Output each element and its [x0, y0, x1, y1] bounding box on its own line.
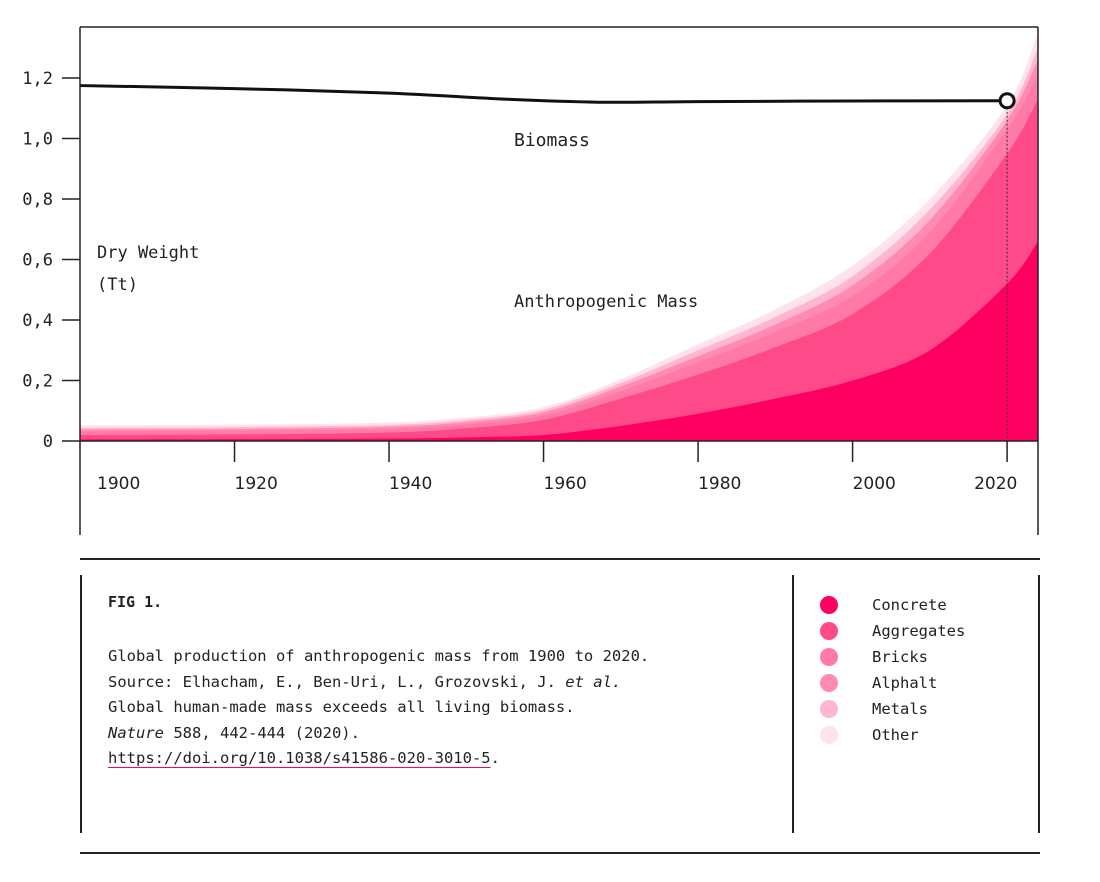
y-tick-label: 0,8 — [22, 190, 53, 210]
legend-label: Metals — [872, 700, 928, 718]
x-tick-label: 2000 — [853, 474, 896, 494]
legend-label: Bricks — [872, 648, 928, 666]
figure-number: FIG 1. — [108, 593, 163, 611]
area-concrete — [80, 241, 1038, 441]
legend-swatch — [820, 622, 838, 640]
caption-journal: Nature — [108, 723, 164, 742]
area-aggregates — [80, 99, 1038, 442]
legend-swatch — [820, 700, 838, 718]
caption-line: Source: Elhacham, E., Ben-Uri, L., Grozo… — [108, 670, 649, 696]
caption-period: . — [490, 749, 500, 767]
legend-item-metals: Metals — [820, 696, 965, 722]
caption-et-al: et al. — [565, 672, 622, 691]
y-axis-ticks: 0 0,2 0,4 0,6 0,8 1,0 1,2 — [22, 69, 80, 452]
x-axis-ticks: 1900 1920 1940 1960 1980 2000 2020 — [97, 441, 1017, 494]
legend-item-aggregates: Aggregates — [820, 618, 965, 644]
legend-item-alphalt: Alphalt — [820, 670, 965, 696]
legend-swatch — [820, 648, 838, 666]
x-tick-label: 2020 — [974, 474, 1017, 494]
y-tick-label: 0,4 — [22, 311, 53, 331]
y-tick-label: 1,0 — [22, 130, 53, 150]
legend-item-other: Other — [820, 722, 965, 748]
divider-bottom — [80, 852, 1040, 854]
caption-line: https://doi.org/10.1038/s41586-020-3010-… — [108, 746, 649, 772]
x-tick-label: 1940 — [389, 474, 432, 494]
x-tick-label: 1920 — [235, 474, 278, 494]
ylabel-line2: (Tt) — [97, 275, 138, 295]
chart: 0 0,2 0,4 0,6 0,8 1,0 1,2 1900 1920 1940 1960 1980… — [22, 26, 1039, 535]
caption-line: Nature 588, 442-444 (2020). — [108, 721, 649, 747]
stacked-areas — [80, 32, 1038, 442]
legend-item-concrete: Concrete — [820, 592, 965, 618]
legend-label: Concrete — [872, 596, 947, 614]
highlight-2020-marker — [998, 92, 1016, 110]
caption-line: Global human-made mass exceeds all livin… — [108, 698, 575, 716]
divider-top — [80, 558, 1040, 560]
legend-label: Aggregates — [872, 622, 966, 640]
caption-left-border — [80, 575, 82, 833]
doi-link[interactable]: https://doi.org/10.1038/s41586-020-3010-… — [108, 749, 491, 767]
biomass-line — [79, 84, 1008, 104]
legend: Concrete Aggregates Bricks Alphalt Metals Oth… — [820, 592, 965, 748]
caption-citation: 588, 442-444 (2020). — [164, 723, 360, 742]
caption-source: Source: Elhacham, E., Ben-Uri, L., Grozo… — [108, 672, 566, 691]
x-tick-label: 1980 — [698, 474, 741, 494]
x-tick-label: 1960 — [544, 474, 587, 494]
legend-label: Alphalt — [872, 674, 938, 692]
caption-line: Global production of anthropogenic mass … — [108, 647, 650, 665]
x-tick-label: 1900 — [97, 474, 140, 494]
legend-swatch — [820, 596, 838, 614]
legend-label: Other — [872, 726, 919, 744]
biomass-label: Biomass — [514, 130, 590, 151]
caption-right-border — [1038, 575, 1040, 833]
y-tick-label: 1,2 — [22, 69, 53, 89]
ylabel-line1: Dry Weight — [97, 243, 199, 263]
caption-legend-divider — [792, 575, 794, 833]
legend-swatch — [820, 674, 838, 692]
y-tick-label: 0,2 — [22, 372, 53, 392]
y-tick-label: 0 — [43, 432, 53, 452]
anthropogenic-mass-label: Anthropogenic Mass — [514, 292, 698, 312]
caption-text: Global production of anthropogenic mass … — [108, 644, 649, 772]
legend-swatch — [820, 726, 838, 744]
y-tick-label: 0,6 — [22, 251, 53, 271]
legend-item-bricks: Bricks — [820, 644, 965, 670]
